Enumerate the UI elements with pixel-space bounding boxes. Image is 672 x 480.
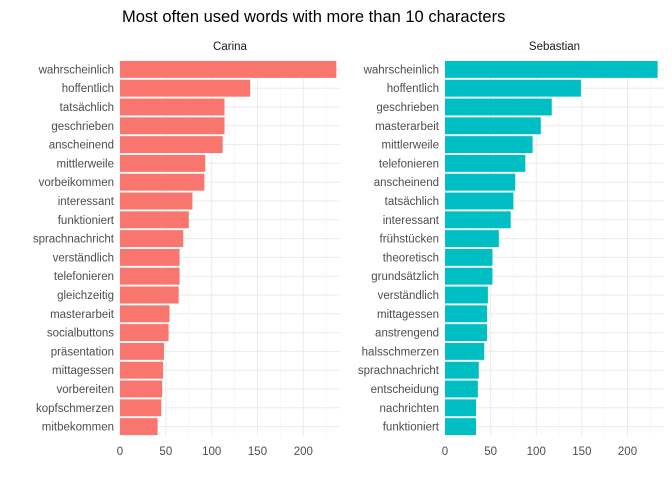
bar (120, 248, 180, 266)
bar (120, 324, 169, 342)
bar (120, 60, 337, 78)
category-label: tatsächlich (60, 102, 114, 114)
bar (445, 399, 477, 417)
category-label: vorbereiten (56, 384, 114, 396)
category-label: geschrieben (51, 121, 114, 133)
bar (120, 79, 251, 97)
bar (445, 418, 477, 436)
category-label: hoffentlich (62, 83, 114, 95)
bar (445, 324, 487, 342)
category-label: präsentation (51, 346, 114, 358)
x-tick-label: 100 (527, 446, 546, 458)
x-tick-label: 200 (618, 446, 637, 458)
category-label: kopfschmerzen (36, 403, 114, 415)
bar (120, 267, 180, 285)
bar (120, 342, 164, 360)
bar (445, 98, 552, 116)
bar (445, 173, 516, 191)
category-label: masterarbeit (50, 309, 115, 321)
bar (445, 117, 541, 135)
facet-panel-carina: Carina wahrscheinlich hoffentlich tatsächli… (33, 41, 340, 458)
category-label: geschrieben (376, 102, 439, 114)
bar (120, 399, 162, 417)
category-label: wahrscheinlich (363, 64, 439, 76)
category-label: socialbuttons (47, 328, 114, 340)
bar (120, 361, 164, 379)
category-label: mittlerweile (56, 158, 114, 170)
category-label: grundsätzlich (371, 271, 439, 283)
bar (120, 211, 189, 229)
bar (445, 79, 581, 97)
bar (120, 173, 205, 191)
x-tick-label: 100 (202, 446, 221, 458)
bar (445, 136, 533, 154)
bar (445, 60, 658, 78)
category-label: interessant (383, 215, 440, 227)
bar (445, 305, 487, 323)
bar (445, 192, 514, 210)
bar (120, 380, 163, 398)
category-label: sprachnachricht (33, 234, 115, 246)
category-label: interessant (58, 196, 115, 208)
bar (120, 192, 193, 210)
x-tick-label: 50 (159, 446, 172, 458)
x-tick-label: 150 (248, 446, 267, 458)
category-label: theoretisch (383, 252, 439, 264)
category-label: halsschmerzen (362, 346, 439, 358)
category-label: vorbeikommen (39, 177, 114, 189)
category-label: hoffentlich (387, 83, 439, 95)
bar (120, 154, 206, 172)
category-label: tatsächlich (385, 196, 439, 208)
category-label: wahrscheinlich (38, 64, 114, 76)
bar (120, 136, 223, 154)
category-label: mittagessen (377, 309, 439, 321)
facet-label: Carina (213, 41, 247, 53)
category-label: verständlich (53, 252, 114, 264)
bar (445, 380, 478, 398)
category-label: anscheinend (374, 177, 439, 189)
category-label: verständlich (378, 290, 439, 302)
chart-panels: Carina wahrscheinlich hoffentlich tatsächli… (33, 41, 664, 458)
bar (445, 361, 479, 379)
bar (120, 98, 225, 116)
x-tick-label: 150 (572, 446, 591, 458)
facet-label: Sebastian (529, 41, 580, 53)
category-label: nachrichten (380, 403, 439, 415)
bar (445, 286, 488, 304)
category-label: sprachnachricht (358, 365, 440, 377)
category-label: gleichzeitig (57, 290, 114, 302)
category-label: telefonieren (54, 271, 114, 283)
bar (445, 154, 526, 172)
bar (445, 230, 499, 248)
x-tick-label: 0 (442, 446, 448, 458)
bar (445, 267, 493, 285)
category-label: entscheidung (371, 384, 439, 396)
bar (120, 117, 225, 135)
bar (445, 342, 485, 360)
category-label: mittagessen (52, 365, 114, 377)
bar (120, 305, 170, 323)
bar (120, 286, 179, 304)
category-label: masterarbeit (375, 121, 440, 133)
category-label: telefonieren (379, 158, 439, 170)
bar (445, 211, 511, 229)
bar (120, 230, 184, 248)
x-tick-label: 200 (294, 446, 313, 458)
category-label: frühstücken (380, 234, 439, 246)
category-label: funktioniert (58, 215, 115, 227)
x-tick-label: 0 (117, 446, 123, 458)
chart-title: Most often used words with more than 10 … (122, 8, 505, 26)
category-label: anscheinend (49, 140, 114, 152)
category-label: mitbekommen (42, 422, 114, 434)
category-label: funktioniert (383, 422, 440, 434)
category-label: anstrengend (375, 328, 439, 340)
bar (120, 418, 158, 436)
category-label: mittlerweile (381, 140, 439, 152)
bar (445, 248, 493, 266)
facet-panel-sebastian: Sebastian wahrscheinlich hoffentlich geschr… (358, 41, 664, 458)
x-tick-label: 50 (484, 446, 497, 458)
